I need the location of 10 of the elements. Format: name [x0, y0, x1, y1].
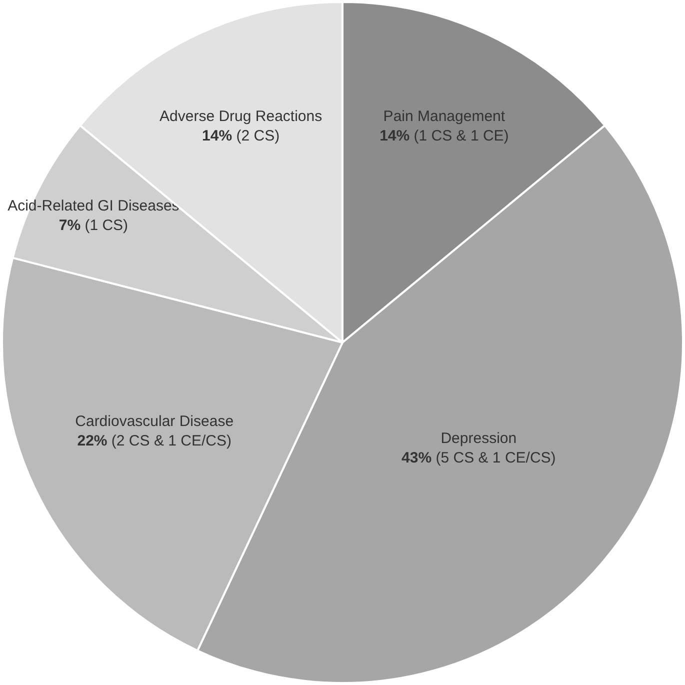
data-label: 14% (2 CS)	[202, 128, 280, 145]
slice-label: Adverse Drug Reactions	[160, 108, 322, 126]
slice-label: Depression	[440, 430, 517, 447]
data-label: 7% (1 CS)	[58, 216, 128, 234]
data-label: 22% (2 CS & 1 CE/CS)	[77, 432, 232, 450]
slice-label: Pain Management	[383, 108, 506, 126]
slice-label: Cardiovascular Disease	[75, 412, 234, 430]
data-label: 43% (5 CS & 1 CE/CS)	[402, 449, 556, 466]
slice-label: Acid-Related GI Diseases	[8, 197, 180, 214]
data-label: 14% (1 CS & 1 CE)	[380, 128, 509, 145]
